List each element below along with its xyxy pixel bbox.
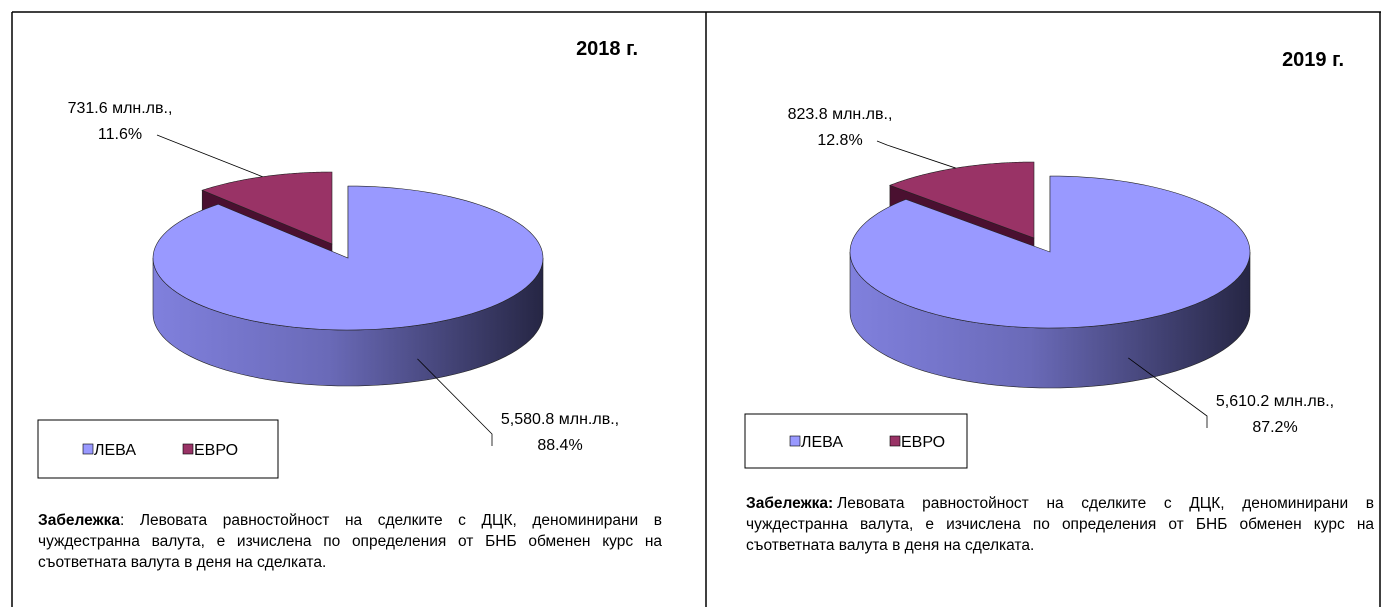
legend-swatch	[182, 443, 194, 455]
legend-label: ЛЕВА	[801, 434, 843, 451]
legend-label: ЕВРО	[194, 442, 238, 459]
legend-swatch	[889, 435, 901, 447]
note-text: Левовата равностойност на сделките с ДЦК…	[746, 495, 1374, 554]
pie-slice	[889, 161, 1035, 239]
legend-label: ЛЕВА	[94, 442, 136, 459]
note: Забележка: Левовата равностойност на сдел…	[746, 493, 1374, 556]
data-label: 5,610.2 млн.лв.,	[1216, 393, 1334, 410]
leader-line	[876, 140, 956, 169]
data-label: 5,580.8 млн.лв.,	[501, 411, 619, 428]
legend-box	[744, 413, 968, 469]
legend-label: ЕВРО	[901, 434, 945, 451]
percent-label: 88.4%	[537, 437, 582, 454]
chart-title: 2018 г.	[576, 38, 638, 60]
leader-line	[156, 134, 263, 178]
leader-line	[1128, 357, 1208, 428]
legend-swatch	[789, 435, 801, 447]
legend-swatch	[82, 443, 94, 455]
note-text: : Левовата равностойност на сделките с Д…	[38, 512, 662, 571]
note-label: Забележка	[38, 512, 120, 529]
data-label: 823.8 млн.лв.,	[788, 106, 893, 123]
pie-slice	[849, 175, 1251, 329]
pie-slice	[201, 171, 333, 245]
legend-box	[37, 419, 279, 479]
data-label: 731.6 млн.лв.,	[68, 100, 173, 117]
leader-line	[417, 358, 493, 446]
note: Забележка: Левовата равностойност на сде…	[38, 510, 662, 573]
pie-slice	[152, 185, 544, 331]
chart-title: 2019 г.	[1282, 49, 1344, 71]
note-label: Забележка:	[746, 495, 834, 512]
percent-label: 12.8%	[817, 132, 862, 149]
percent-label: 87.2%	[1252, 419, 1297, 436]
percent-label: 11.6%	[98, 126, 142, 143]
